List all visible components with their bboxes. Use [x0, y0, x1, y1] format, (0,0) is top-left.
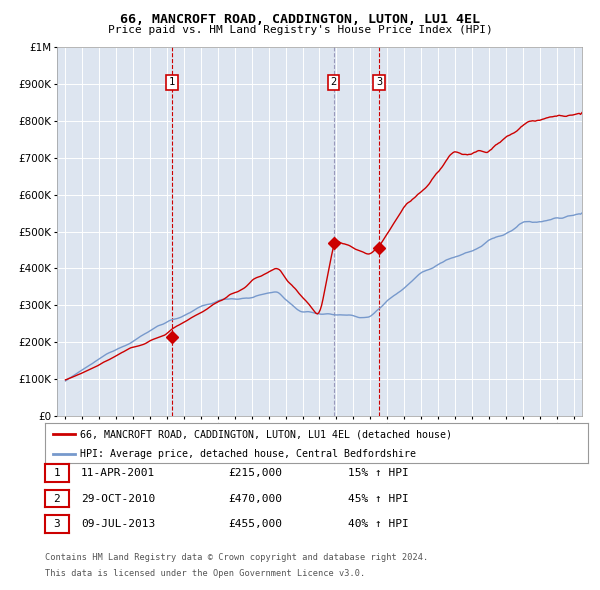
- Text: 15% ↑ HPI: 15% ↑ HPI: [348, 468, 409, 478]
- Text: Price paid vs. HM Land Registry's House Price Index (HPI): Price paid vs. HM Land Registry's House …: [107, 25, 493, 35]
- Text: HPI: Average price, detached house, Central Bedfordshire: HPI: Average price, detached house, Cent…: [80, 450, 416, 460]
- Text: 2: 2: [331, 77, 337, 87]
- Text: 40% ↑ HPI: 40% ↑ HPI: [348, 519, 409, 529]
- Text: 3: 3: [53, 519, 61, 529]
- Text: 3: 3: [376, 77, 382, 87]
- Text: 2: 2: [53, 494, 61, 503]
- Text: £455,000: £455,000: [228, 519, 282, 529]
- Text: Contains HM Land Registry data © Crown copyright and database right 2024.: Contains HM Land Registry data © Crown c…: [45, 553, 428, 562]
- Text: 1: 1: [169, 77, 175, 87]
- Text: 29-OCT-2010: 29-OCT-2010: [81, 494, 155, 503]
- Text: £215,000: £215,000: [228, 468, 282, 478]
- Text: 66, MANCROFT ROAD, CADDINGTON, LUTON, LU1 4EL (detached house): 66, MANCROFT ROAD, CADDINGTON, LUTON, LU…: [80, 430, 452, 440]
- Text: This data is licensed under the Open Government Licence v3.0.: This data is licensed under the Open Gov…: [45, 569, 365, 578]
- Text: 1: 1: [53, 468, 61, 478]
- Text: 45% ↑ HPI: 45% ↑ HPI: [348, 494, 409, 503]
- Text: £470,000: £470,000: [228, 494, 282, 503]
- Text: 66, MANCROFT ROAD, CADDINGTON, LUTON, LU1 4EL: 66, MANCROFT ROAD, CADDINGTON, LUTON, LU…: [120, 13, 480, 26]
- Text: 11-APR-2001: 11-APR-2001: [81, 468, 155, 478]
- Text: 09-JUL-2013: 09-JUL-2013: [81, 519, 155, 529]
